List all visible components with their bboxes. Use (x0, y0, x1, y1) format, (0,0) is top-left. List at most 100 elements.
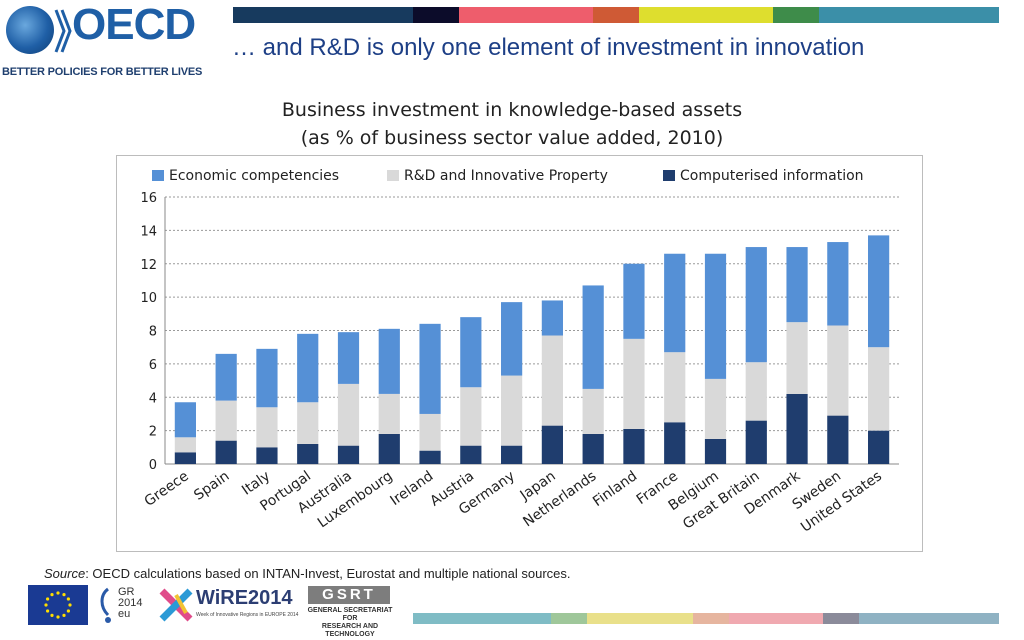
topbar-segment (233, 7, 413, 23)
topbar-segment (459, 7, 593, 23)
bar-segment (704, 378, 727, 439)
oecd-globe-icon (6, 6, 54, 54)
bar-segment (664, 422, 686, 464)
bar-segment (419, 323, 441, 414)
eu-star-icon (56, 591, 60, 595)
eu-flag-icon (28, 585, 88, 625)
gsrt-subtitle-line1: GENERAL SECRETARIAT FOR (307, 607, 393, 622)
chart-heading-line2: (as % of business sector value added, 20… (300, 127, 724, 149)
gsrt-subtitle-line2: RESEARCH AND TECHNOLOGY (321, 623, 379, 638)
bar-segment (460, 387, 482, 446)
bottombar-segment (693, 613, 729, 624)
eu-star-icon (56, 615, 60, 619)
y-tick-label: 2 (149, 425, 157, 440)
bar-segment (174, 402, 196, 438)
bar-segment (337, 332, 360, 384)
bar-segment (582, 388, 604, 434)
source-note: Source: OECD calculations based on INTAN… (44, 566, 571, 581)
bar-segment (868, 235, 890, 348)
eu-star-icon (62, 613, 66, 617)
legend-label: R&D and Innovative Property (404, 168, 608, 184)
bar-segment (827, 325, 849, 416)
bottombar-segment (729, 613, 823, 624)
bar-segment (501, 445, 523, 464)
bar-segment (704, 438, 727, 464)
bar-segment (460, 445, 482, 464)
bar-segment (419, 413, 441, 451)
slide-title: … and R&D is only one element of investm… (232, 34, 865, 61)
eu-star-icon (50, 593, 54, 597)
x-tick-label: Greece (142, 468, 192, 510)
bar-segment (541, 425, 563, 464)
eu-star-icon (44, 603, 48, 607)
bar-segment (256, 407, 278, 448)
chart-heading-line1: Business investment in knowledge-based a… (281, 99, 743, 121)
bar-segment (745, 362, 767, 421)
eu-star-icon (66, 597, 70, 601)
y-tick-label: 10 (140, 291, 157, 306)
legend-swatch (663, 170, 675, 181)
eu-star-icon (68, 603, 72, 607)
bar-segment (582, 285, 604, 389)
bar-segment (541, 300, 563, 336)
wire-x-icon (159, 588, 193, 622)
chart-heading: Business investment in knowledge-based a… (0, 96, 1024, 152)
oecd-chevron-icon (54, 9, 72, 53)
bottombar-segment (551, 613, 587, 624)
bar-segment (297, 443, 319, 464)
legend-label: Economic competencies (169, 168, 339, 184)
bottombar-segment (859, 613, 999, 624)
bar-segment (378, 393, 400, 434)
y-tick-label: 8 (149, 325, 157, 340)
y-tick-label: 14 (140, 224, 157, 239)
legend-label: Computerised information (680, 168, 864, 184)
bar-segment (337, 445, 360, 464)
bottombar-segment (413, 613, 551, 624)
bar-segment (664, 253, 686, 353)
bar-segment (827, 242, 849, 326)
bar-segment (174, 452, 196, 464)
y-tick-label: 16 (140, 191, 157, 206)
bar-segment (297, 333, 319, 403)
bar-segment (582, 433, 604, 464)
bar-segment (378, 433, 400, 464)
bar-segment (501, 375, 523, 446)
oecd-logo-text: OECD (72, 0, 196, 49)
eu-star-icon (46, 597, 50, 601)
source-text: : OECD calculations based on INTAN-Inves… (85, 566, 571, 581)
bar-segment (256, 447, 278, 464)
bar-segment (868, 430, 890, 464)
bar-segment (215, 353, 237, 401)
eu-star-icon (50, 613, 54, 617)
x-tick-label: Spain (191, 468, 232, 504)
y-tick-label: 4 (149, 391, 157, 406)
gsrt-logo-title: GSRT (308, 586, 390, 604)
y-tick-label: 6 (149, 358, 157, 373)
y-tick-label: 12 (140, 258, 157, 273)
bar-segment (623, 338, 645, 429)
bar-segment (786, 322, 808, 394)
bar-segment (868, 347, 890, 431)
topbar-segment (593, 7, 639, 23)
bar-segment (786, 247, 808, 323)
eu-star-icon (62, 593, 66, 597)
x-tick-label: Ireland (388, 468, 437, 509)
bottombar-segment (587, 613, 693, 624)
chart-frame: 0 2 4 6 8 10 12 14 16 Greece Spain Italy Portugal Aus… (116, 155, 923, 552)
bar-segment (419, 450, 441, 464)
bar-segment (215, 440, 237, 464)
bar-segment (378, 328, 400, 394)
topbar-segment (639, 7, 773, 23)
bar-segment (745, 247, 767, 363)
source-prefix: Source (44, 566, 86, 581)
oecd-tagline: BETTER POLICIES FOR BETTER LIVES (2, 66, 203, 78)
legend-swatch (387, 170, 399, 181)
bottombar-segment (823, 613, 859, 624)
bottom-color-bar (413, 613, 999, 624)
bar-segment (827, 415, 849, 464)
topbar-segment (413, 7, 459, 23)
eu-star-icon (66, 609, 70, 613)
gr-mark-icon (100, 587, 111, 623)
bar-segment (297, 402, 319, 444)
